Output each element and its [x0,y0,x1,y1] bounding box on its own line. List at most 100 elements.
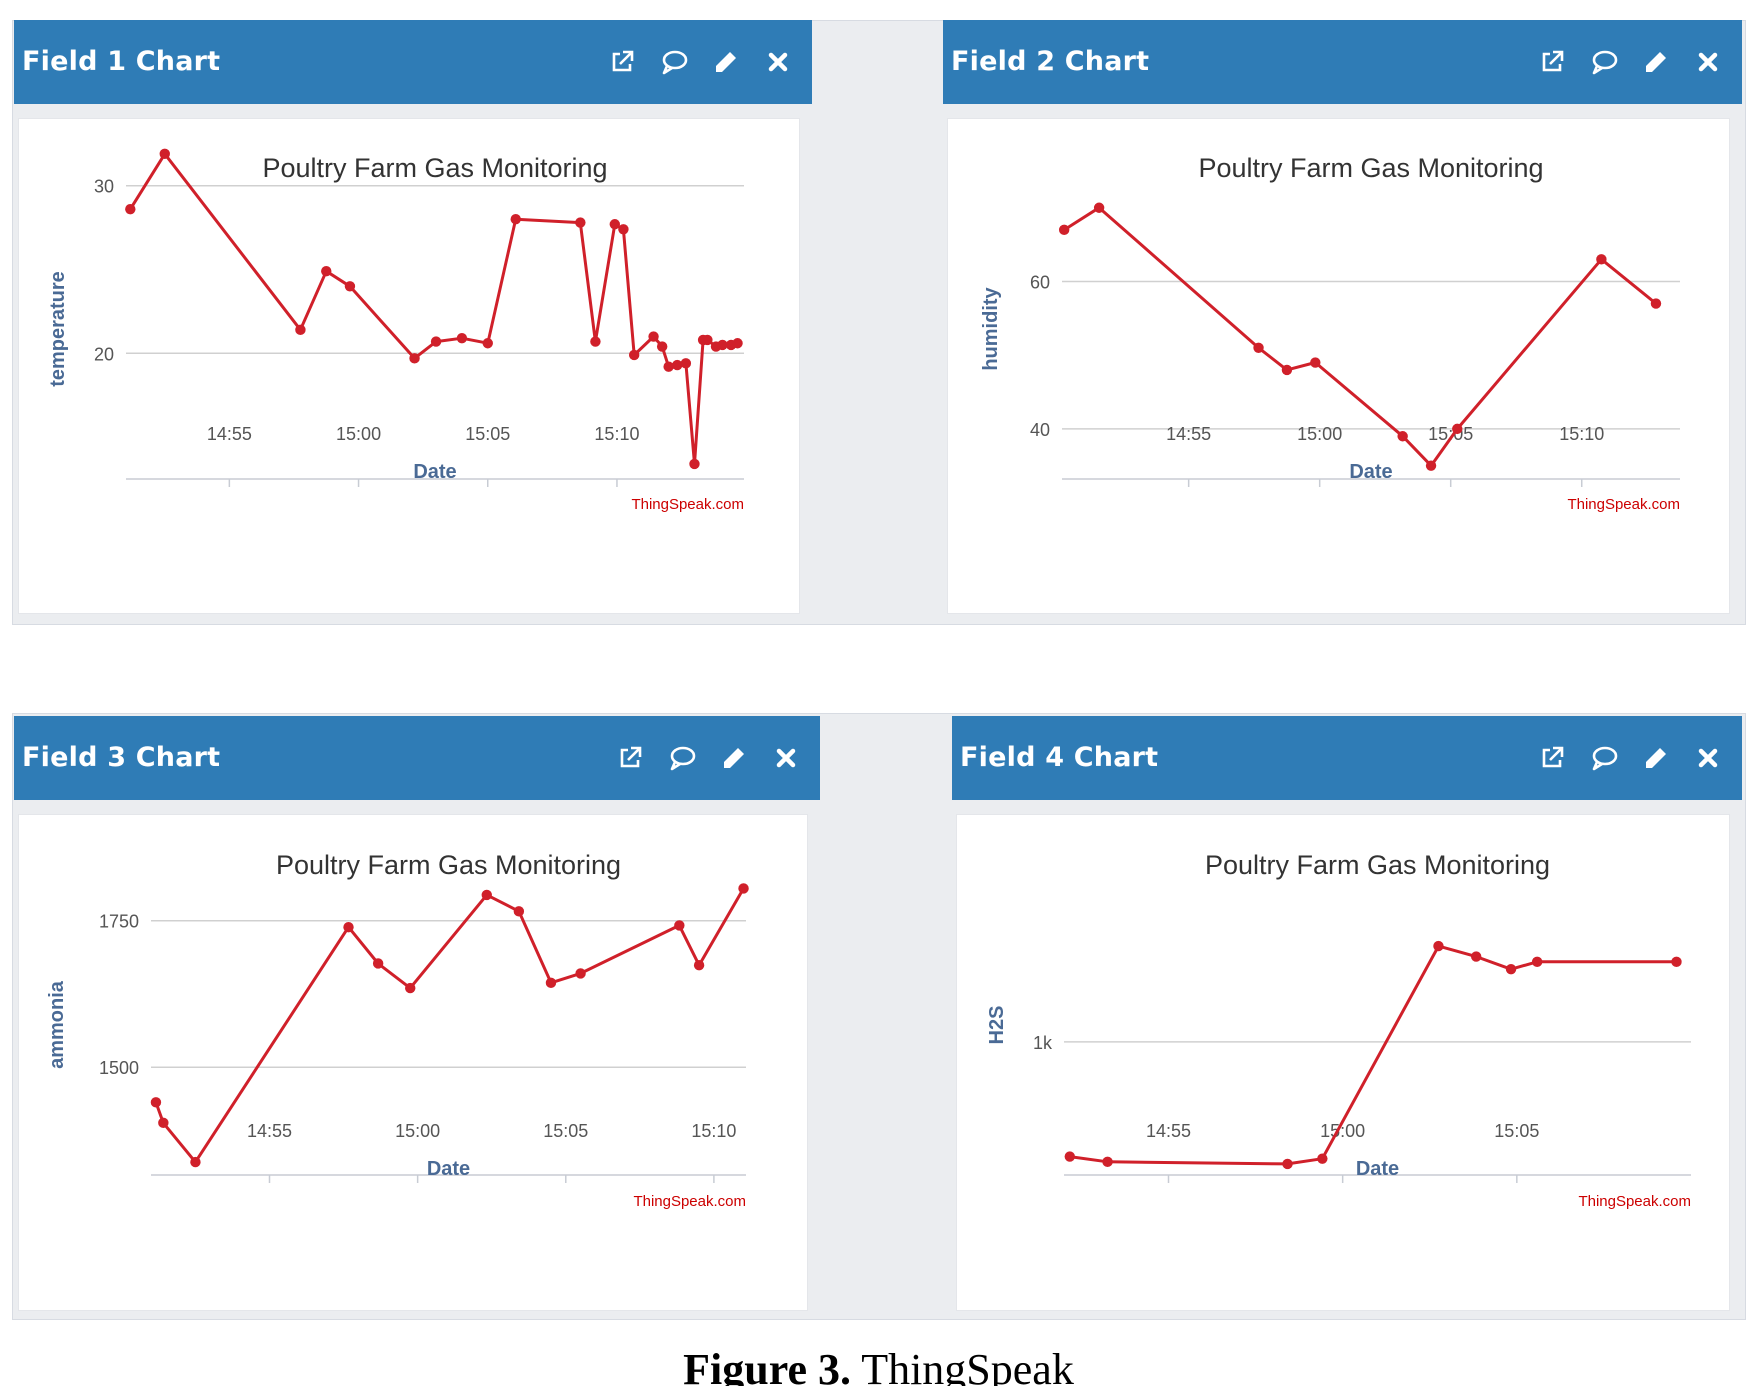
data-point[interactable] [510,214,521,225]
comment-icon[interactable] [668,744,696,772]
panel-title: Field 3 Chart [22,742,221,773]
data-point[interactable] [1505,964,1517,975]
external-link-icon[interactable] [616,744,644,772]
data-point[interactable] [1317,1153,1328,1164]
x-tick-label: 15:05 [465,424,510,444]
comment-icon[interactable] [660,48,688,76]
data-point[interactable] [1281,364,1293,376]
data-point[interactable] [1058,224,1070,236]
x-tick-label: 15:00 [336,424,381,444]
chart-svg: Poultry Farm Gas Monitoring 1k 14:55 15:00 1… [986,850,1691,1210]
data-point[interactable] [609,219,621,230]
x-tick-label: 15:10 [1559,424,1604,444]
data-point[interactable] [732,338,743,349]
data-point[interactable] [674,920,685,931]
data-point[interactable] [575,968,586,979]
x-tick-label: 15:10 [691,1121,736,1141]
y-tick-label: 30 [94,177,114,197]
data-point[interactable] [372,958,384,969]
panel-icons [608,20,792,104]
data-point[interactable] [590,336,601,347]
data-point[interactable] [717,339,728,351]
data-point[interactable] [159,148,170,160]
data-point[interactable] [513,906,525,917]
data-point[interactable] [618,224,629,235]
data-point[interactable] [693,960,705,971]
close-icon[interactable] [764,48,792,76]
data-point[interactable] [430,336,442,347]
data-point[interactable] [190,1156,201,1168]
data-point[interactable] [672,359,683,371]
close-icon[interactable] [1694,48,1722,76]
data-point[interactable] [1310,357,1321,368]
data-point[interactable] [1093,202,1105,213]
data-point[interactable] [409,353,420,364]
pencil-icon[interactable] [1642,744,1670,772]
data-point[interactable] [1253,342,1264,353]
chart-title: Poultry Farm Gas Monitoring [262,153,607,183]
data-point[interactable] [738,883,749,894]
data-point[interactable] [344,281,356,292]
field-3-panel: Field 3 Chart Poultry Farm Gas Monitorin… [14,716,820,1319]
data-point[interactable] [1282,1158,1293,1170]
panel-title: Field 4 Chart [960,742,1159,773]
close-icon[interactable] [772,744,800,772]
data-point[interactable] [663,361,674,372]
external-link-icon[interactable] [1538,48,1566,76]
data-point[interactable] [545,977,557,989]
data-point[interactable] [481,889,492,901]
x-axis-label: Date [427,1158,470,1180]
data-point[interactable] [1397,431,1408,442]
data-point[interactable] [1531,956,1543,968]
x-tick-label: 15:00 [1297,424,1342,444]
data-point[interactable] [125,203,136,215]
y-axis-label: H2S [986,1006,1008,1045]
panel-title: Field 2 Chart [951,46,1150,77]
data-point[interactable] [702,334,713,346]
data-point[interactable] [456,333,468,344]
data-point[interactable] [295,324,306,336]
data-point[interactable] [680,358,692,369]
pencil-icon[interactable] [1642,48,1670,76]
data-point[interactable] [405,982,416,994]
y-tick-label: 1750 [99,912,139,932]
comment-icon[interactable] [1590,48,1618,76]
external-link-icon[interactable] [608,48,636,76]
close-icon[interactable] [1694,744,1722,772]
x-tick-label: 15:10 [594,424,639,444]
panel-body: Poultry Farm Gas Monitoring 1k 14:55 15:00 1… [956,814,1730,1311]
data-point[interactable] [150,1097,162,1108]
data-point[interactable] [1102,1156,1113,1168]
x-tick-label: 14:55 [207,424,252,444]
caption-prefix: Figure 3. [683,1345,851,1386]
data-point[interactable] [482,338,493,349]
data-point[interactable] [1433,940,1444,952]
data-point[interactable] [1452,423,1463,435]
x-axis-label: Date [1349,461,1392,483]
pencil-icon[interactable] [720,744,748,772]
data-point[interactable] [1650,298,1662,309]
external-link-icon[interactable] [1538,744,1566,772]
data-point[interactable] [1425,460,1437,471]
pencil-icon[interactable] [712,48,740,76]
chart-title: Poultry Farm Gas Monitoring [276,850,621,880]
data-point[interactable] [158,1117,169,1129]
data-point[interactable] [1671,956,1682,968]
x-axis-label: Date [413,461,456,483]
y-tick-label: 60 [1030,272,1050,292]
data-point[interactable] [689,458,700,470]
comment-icon[interactable] [1590,744,1618,772]
chart-credit: ThingSpeak.com [1567,496,1680,513]
data-point[interactable] [575,217,586,228]
data-point[interactable] [628,349,640,361]
data-point[interactable] [343,921,354,933]
y-tick-label: 1500 [99,1058,139,1078]
data-point[interactable] [648,331,659,342]
data-point[interactable] [321,265,332,277]
data-point[interactable] [1064,1151,1076,1162]
chart-credit: ThingSpeak.com [633,1193,746,1210]
data-point[interactable] [1470,951,1482,962]
y-axis-label: ammonia [46,980,68,1069]
data-point[interactable] [1596,254,1607,265]
data-point[interactable] [656,341,668,352]
